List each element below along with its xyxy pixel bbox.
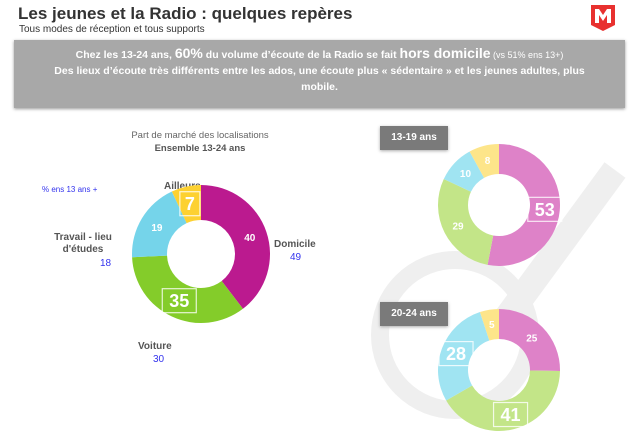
slice-travail (132, 191, 187, 258)
highlight-box (179, 191, 201, 217)
highlight-box (438, 340, 474, 367)
data-label-ailleurs: 7 (185, 194, 195, 214)
data-label-ailleurs: 8 (485, 156, 491, 167)
slice-domicile (201, 185, 270, 309)
tag-20-24: 20-24 ans (380, 302, 448, 326)
ref-domicile: 49 (290, 252, 302, 263)
page-title: Les jeunes et la Radio : quelques repère… (18, 4, 353, 23)
ref-travail: 18 (100, 258, 112, 269)
data-label-voiture: 35 (169, 291, 189, 311)
slice-voiture (446, 370, 560, 431)
data-label-travail: 28 (446, 344, 466, 364)
tag-13-19: 13-19 ans (380, 126, 448, 150)
data-label-domicile: 25 (526, 333, 538, 344)
highlight-box (492, 401, 529, 428)
slice-voiture (437, 179, 494, 265)
banner-text: du volume d’écoute de la Radio se fait (202, 49, 400, 61)
label-travail: Travail - lieu d'études (54, 232, 112, 255)
banner-note: (vs 51% ens 13+) (490, 50, 564, 60)
label-domicile: Domicile (274, 239, 316, 250)
reference-note: % ens 13 ans + (42, 185, 98, 194)
slice-domicile (499, 309, 560, 371)
highlight-box (161, 288, 197, 314)
data-label-domicile: 40 (244, 233, 256, 244)
slice-domicile (487, 144, 560, 266)
slice-travail (443, 151, 485, 192)
banner-highlight: hors domicile (399, 45, 491, 61)
slice-travail (438, 312, 490, 401)
brand-logo (591, 5, 615, 31)
data-label-ailleurs: 5 (489, 320, 495, 331)
label-voiture: Voiture (138, 341, 172, 352)
data-label-voiture: 29 (452, 221, 464, 232)
banner-highlight: 60% (174, 45, 203, 61)
data-label-travail: 19 (151, 223, 163, 234)
data-label-travail: 10 (460, 169, 472, 180)
data-label-voiture: 41 (501, 405, 521, 425)
banner-text: Des lieux d’écoute très différents entre… (54, 65, 585, 93)
slice-ailleurs (171, 185, 201, 224)
main-chart-subtitle: Ensemble 13-24 ans (154, 143, 246, 154)
data-label-domicile: 53 (535, 200, 555, 220)
highlight-box (527, 196, 563, 222)
slice-ailleurs (479, 309, 499, 341)
banner-text: Chez les 13-24 ans, (75, 49, 175, 61)
key-message-banner: Chez les 13-24 ans, 60% du volume d’écou… (14, 40, 625, 108)
slice-ailleurs (469, 144, 499, 178)
label-ailleurs: Ailleurs (164, 181, 201, 192)
main-chart-title: Part de marché des localisations (131, 130, 269, 141)
page-subtitle: Tous modes de réception et tous supports (19, 24, 205, 35)
ref-voiture: 30 (153, 354, 165, 365)
